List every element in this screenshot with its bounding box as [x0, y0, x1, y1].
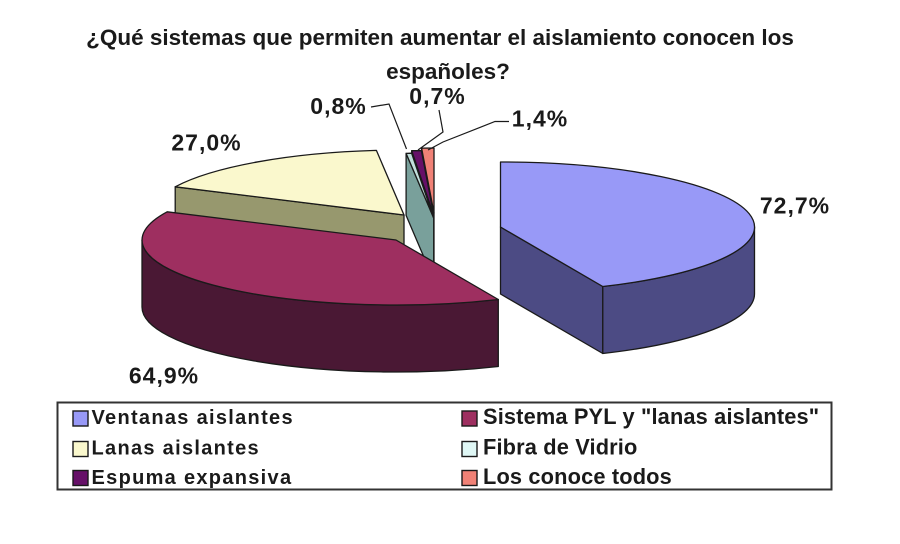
svg-text:Sistema PYL y "lanas aislantes: Sistema PYL y "lanas aislantes"	[483, 404, 819, 429]
svg-text:Los conoce todos: Los conoce todos	[483, 464, 672, 489]
svg-text:1,4%: 1,4%	[512, 106, 568, 132]
svg-text:Espuma expansiva: Espuma expansiva	[92, 467, 293, 489]
svg-text:Lanas aislantes: Lanas aislantes	[92, 438, 260, 460]
svg-text:españoles?: españoles?	[386, 59, 510, 84]
svg-text:0,8%: 0,8%	[310, 93, 366, 119]
svg-text:72,7%: 72,7%	[760, 193, 830, 219]
svg-text:0,7%: 0,7%	[409, 83, 465, 109]
svg-text:Fibra de Vidrio: Fibra de Vidrio	[483, 435, 637, 460]
svg-text:Ventanas aislantes: Ventanas aislantes	[92, 407, 294, 429]
svg-text:64,9%: 64,9%	[129, 363, 199, 389]
svg-text:¿Qué sistemas que permiten aum: ¿Qué sistemas que permiten aumentar el a…	[86, 25, 794, 50]
svg-text:27,0%: 27,0%	[171, 130, 241, 156]
